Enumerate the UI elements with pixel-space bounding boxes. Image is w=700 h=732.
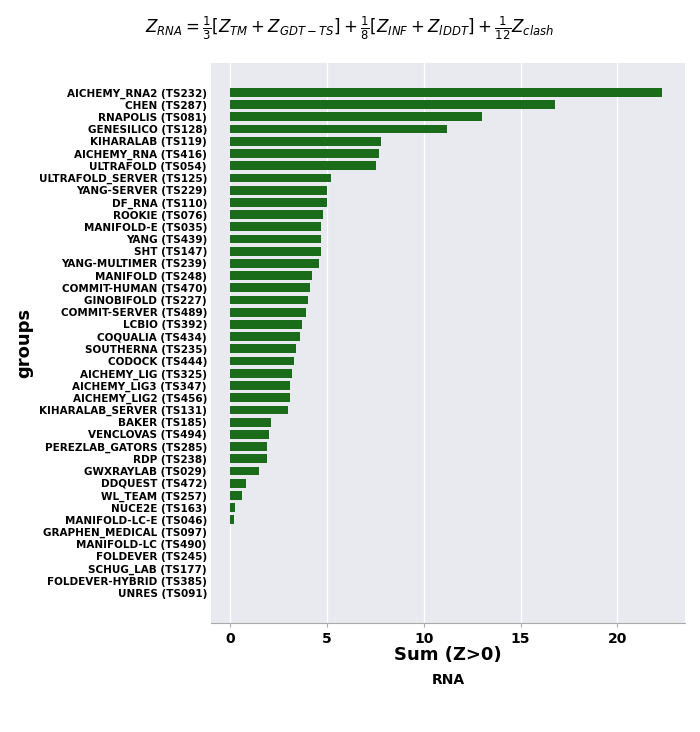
Bar (230, 161, 375, 170)
Text: RNA: RNA (431, 673, 465, 687)
X-axis label: Sum (Z>0): Sum (Z>0) (394, 646, 502, 664)
Bar (230, 88, 662, 97)
Bar (230, 100, 555, 109)
Bar (230, 223, 321, 231)
Bar (230, 259, 319, 268)
Bar (230, 272, 312, 280)
Bar (230, 247, 321, 255)
Bar (230, 381, 290, 390)
Bar (230, 320, 302, 329)
Bar (230, 113, 482, 122)
Bar (230, 491, 242, 500)
Bar (230, 455, 267, 463)
Bar (230, 308, 306, 317)
Text: $Z_{RNA} = \frac{1}{3}[Z_{TM} + Z_{GDT-TS}] + \frac{1}{8}[Z_{INF} + Z_{lDDT}] + : $Z_{RNA} = \frac{1}{3}[Z_{TM} + Z_{GDT-T… (146, 15, 554, 42)
Bar (230, 479, 246, 488)
Bar (230, 466, 260, 475)
Bar (230, 234, 321, 243)
Y-axis label: groups: groups (15, 307, 33, 378)
Bar (230, 137, 382, 146)
Bar (230, 332, 300, 341)
Bar (230, 149, 379, 158)
Bar (230, 515, 234, 524)
Bar (230, 393, 290, 402)
Bar (230, 418, 271, 427)
Bar (230, 356, 294, 365)
Bar (230, 442, 267, 451)
Bar (230, 173, 331, 182)
Bar (230, 186, 327, 195)
Bar (230, 296, 308, 305)
Bar (230, 124, 447, 133)
Bar (230, 369, 293, 378)
Bar (230, 503, 235, 512)
Bar (230, 283, 309, 292)
Bar (230, 210, 323, 219)
Bar (230, 406, 288, 414)
Bar (230, 198, 327, 206)
Bar (230, 430, 269, 438)
Bar (230, 345, 296, 354)
